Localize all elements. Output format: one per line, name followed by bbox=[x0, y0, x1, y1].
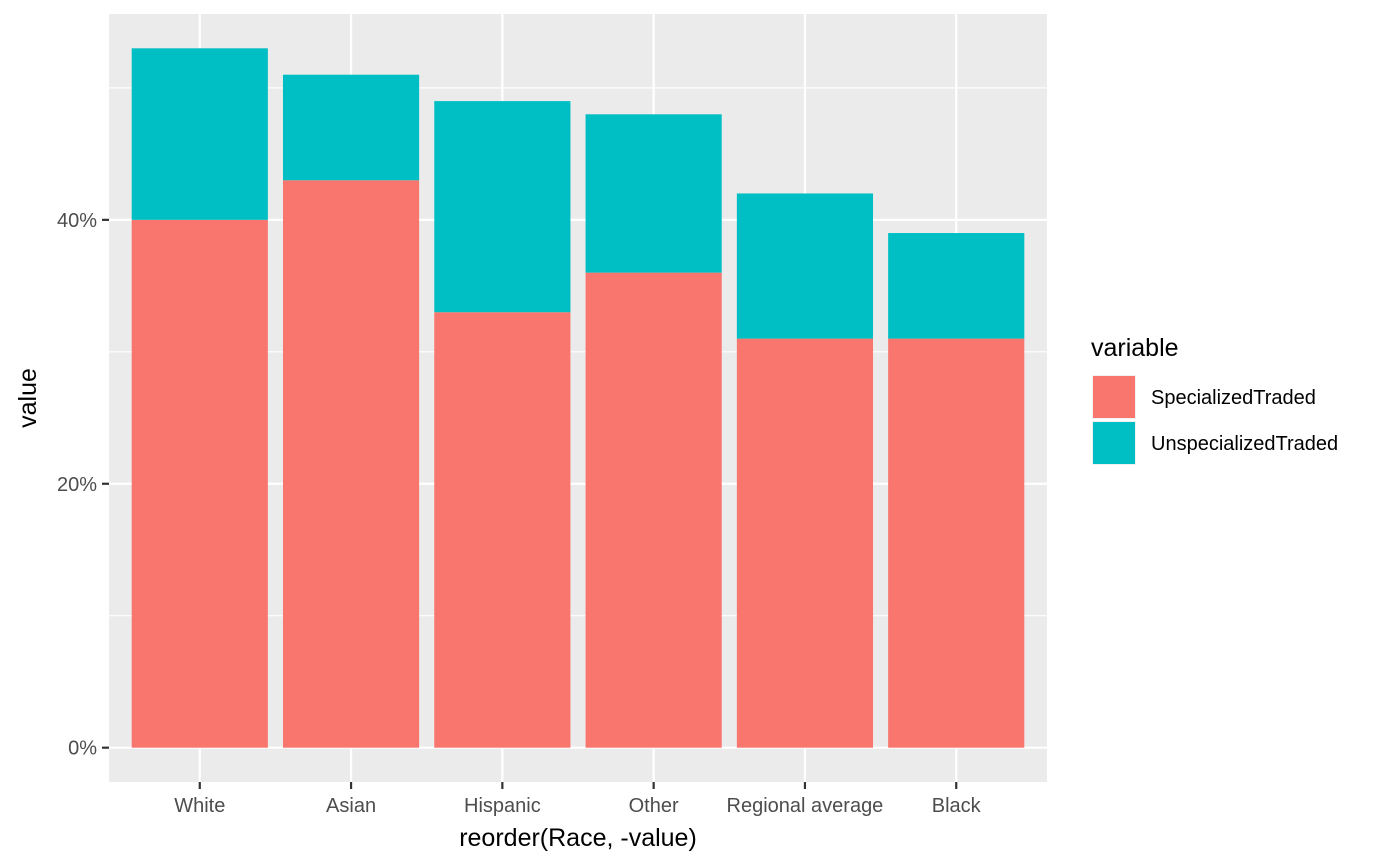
y-tick-label: 0% bbox=[68, 738, 97, 760]
legend: variable SpecializedTraded UnspecializedT… bbox=[1091, 334, 1338, 465]
y-tick-label: 20% bbox=[57, 474, 97, 496]
y-tick-label: 40% bbox=[57, 210, 97, 232]
x-tick-label: Other bbox=[629, 795, 679, 817]
legend-item-label: SpecializedTraded bbox=[1151, 387, 1316, 409]
bar-segment-specializedtraded bbox=[282, 180, 420, 748]
x-tick-label: White bbox=[174, 795, 225, 817]
bar-segment-specializedtraded bbox=[434, 312, 571, 748]
x-tick-label: Hispanic bbox=[464, 795, 541, 817]
bar-segment-specializedtraded bbox=[131, 219, 268, 748]
bar-segment-specializedtraded bbox=[888, 338, 1025, 748]
x-axis: White Asian Hispanic Other Regional average B… bbox=[174, 782, 982, 817]
legend-key-swatch bbox=[1093, 422, 1135, 464]
legend-item-label: UnspecializedTraded bbox=[1151, 433, 1338, 455]
x-axis-title: reorder(Race, -value) bbox=[459, 824, 697, 852]
y-axis: 0% 20% 40% bbox=[57, 210, 109, 760]
bar-segment-unspecializedtraded bbox=[585, 114, 722, 273]
bar-segment-unspecializedtraded bbox=[282, 74, 420, 181]
bar-segment-unspecializedtraded bbox=[888, 233, 1025, 339]
x-tick-label: Black bbox=[932, 795, 982, 817]
x-tick-label: Regional average bbox=[727, 795, 884, 817]
bar-segment-unspecializedtraded bbox=[434, 101, 571, 313]
bar-segment-unspecializedtraded bbox=[736, 193, 874, 339]
legend-key-swatch bbox=[1093, 376, 1135, 418]
x-tick-label: Asian bbox=[326, 795, 376, 817]
bar-segment-unspecializedtraded bbox=[131, 48, 268, 220]
bar-segment-specializedtraded bbox=[736, 338, 874, 748]
legend-title: variable bbox=[1091, 334, 1179, 362]
bars-group bbox=[131, 48, 1025, 748]
y-axis-title: value bbox=[14, 368, 42, 428]
bar-segment-specializedtraded bbox=[585, 272, 722, 748]
